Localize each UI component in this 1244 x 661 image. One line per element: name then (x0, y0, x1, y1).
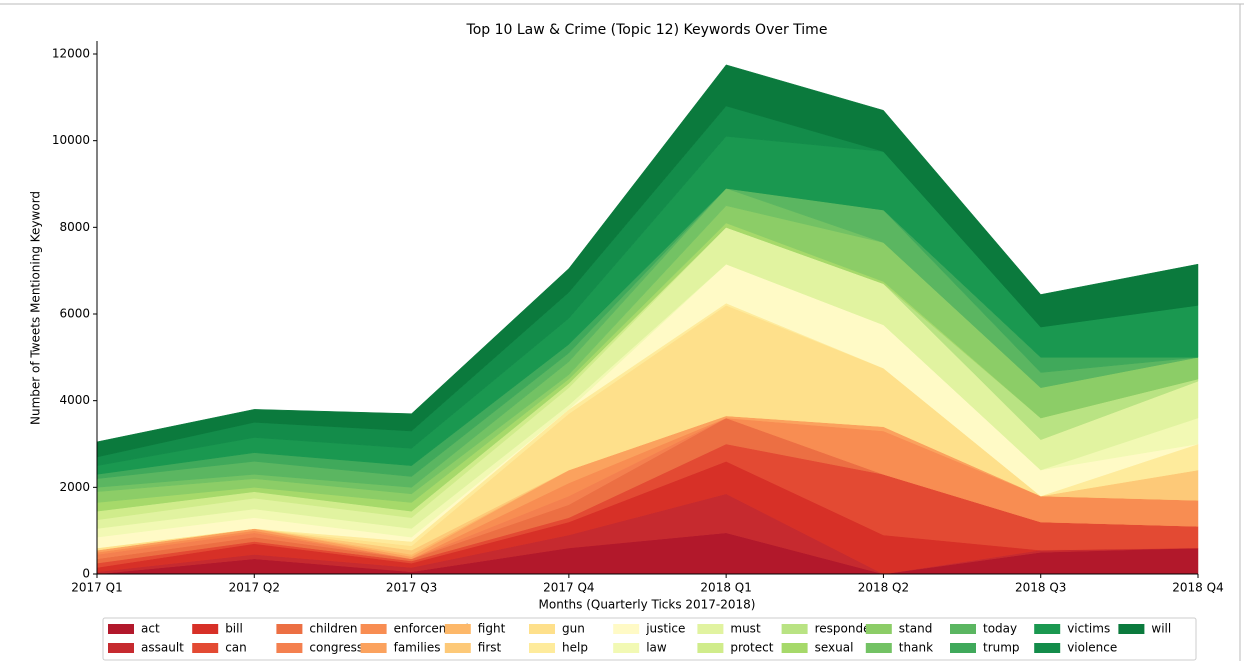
legend-swatch (529, 624, 555, 634)
x-tick-label: 2017 Q3 (386, 581, 437, 595)
legend-label: will (1151, 622, 1171, 636)
x-axis-label: Months (Quarterly Ticks 2017-2018) (539, 598, 756, 612)
legend-swatch (529, 643, 555, 653)
legend-swatch (108, 624, 134, 634)
legend-swatch (360, 624, 387, 634)
legend-swatch (697, 643, 724, 653)
legend-swatch (276, 624, 303, 634)
legend-label: can (225, 641, 247, 655)
x-tick-label: 2017 Q1 (71, 581, 122, 595)
legend-label: bill (225, 622, 243, 636)
legend-swatch (781, 624, 808, 634)
legend-swatch (444, 643, 471, 653)
legend-swatch (697, 624, 724, 634)
legend-label: families (394, 641, 441, 655)
legend-swatch (950, 624, 976, 634)
legend-swatch (1034, 624, 1061, 634)
legend-swatch (108, 643, 134, 653)
legend-label: act (141, 622, 160, 636)
area (96, 64, 1199, 458)
y-tick-label: 4000 (59, 393, 90, 407)
legend-label: stand (899, 622, 933, 636)
legend-label: first (478, 641, 502, 655)
legend-swatch (865, 643, 892, 653)
x-tick-label: 2018 Q4 (1172, 581, 1223, 595)
legend-label: victims (1067, 622, 1110, 636)
legend-swatch (444, 624, 471, 634)
legend-label: protect (730, 641, 773, 655)
y-tick-label: 8000 (59, 220, 90, 234)
legend-swatch (865, 624, 892, 634)
x-tick-label: 2017 Q4 (543, 581, 594, 595)
y-tick-label: 12000 (52, 47, 90, 61)
legend-swatch (192, 643, 219, 653)
chart-title: Top 10 Law & Crime (Topic 12) Keywords O… (466, 22, 828, 38)
legend-label: children (309, 622, 357, 636)
y-tick-label: 0 (82, 567, 90, 581)
legend-label: trump (983, 641, 1020, 655)
legend-label: law (646, 641, 667, 655)
legend-swatch (613, 643, 640, 653)
legend-swatch (950, 643, 976, 653)
x-tick-label: 2018 Q1 (700, 581, 751, 595)
legend-label: today (983, 622, 1017, 636)
legend-label: gun (562, 622, 585, 636)
legend-label: congress (309, 641, 363, 655)
y-axis-label: Number of Tweets Mentioning Keyword (29, 191, 43, 425)
x-tick-label: 2018 Q3 (1015, 581, 1066, 595)
legend-swatch (360, 643, 387, 653)
legend-swatch (192, 624, 219, 634)
y-tick-label: 2000 (59, 480, 90, 494)
legend-label: assault (141, 641, 184, 655)
legend-label: justice (645, 622, 685, 636)
y-tick-label: 10000 (52, 133, 90, 147)
legend-label: responders (815, 622, 882, 636)
y-tick-label: 6000 (59, 307, 90, 321)
legend-swatch (1034, 643, 1061, 653)
legend-swatch (276, 643, 303, 653)
legend-label: help (562, 641, 588, 655)
legend-swatch (1118, 624, 1145, 634)
legend-label: must (730, 622, 761, 636)
legend-swatch (613, 624, 640, 634)
x-tick-label: 2018 Q2 (858, 581, 909, 595)
legend-label: violence (1067, 641, 1117, 655)
legend-swatch (781, 643, 808, 653)
legend-label: thank (899, 641, 933, 655)
legend-label: sexual (815, 641, 854, 655)
legend-label: fight (478, 622, 506, 636)
x-tick-label: 2017 Q2 (229, 581, 280, 595)
